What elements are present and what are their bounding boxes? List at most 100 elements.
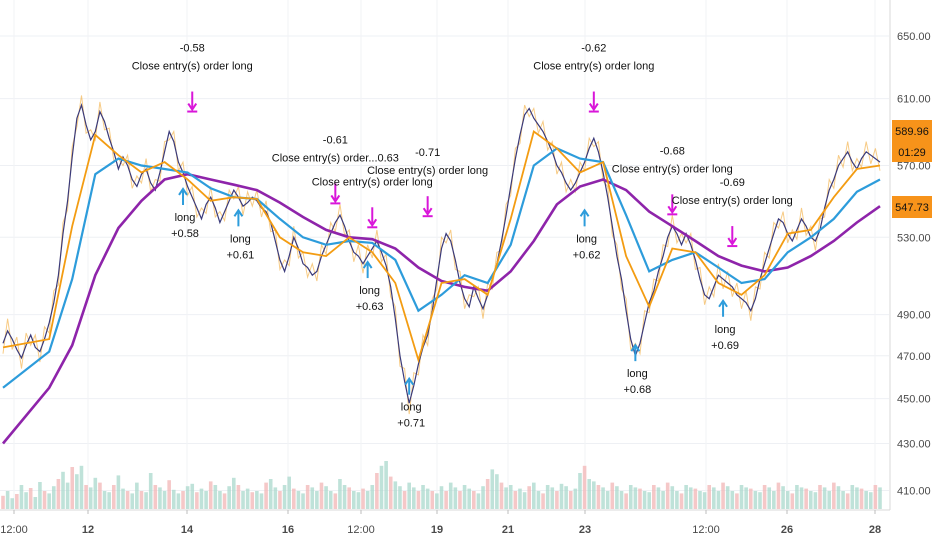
last-price-badge: [892, 120, 932, 142]
volume-bar: [555, 491, 559, 509]
volume-bar: [375, 473, 379, 509]
price-line: [2, 102, 881, 404]
volume-bar: [412, 487, 416, 509]
exit-arrow-head: [330, 194, 341, 204]
volume-bar: [158, 487, 162, 509]
ma-value-badge: [892, 196, 932, 218]
exit-pl-label: -0.68: [660, 145, 685, 157]
volume-bar: [310, 487, 315, 509]
volume-bar: [458, 491, 462, 509]
volume-bar: [319, 482, 324, 509]
exit-pl-label: -0.58: [180, 43, 205, 55]
volume-bar: [832, 482, 836, 509]
volume-bar: [762, 485, 767, 509]
ma-mid-line: [2, 147, 881, 389]
volume-bar: [725, 486, 730, 509]
volume-bar: [859, 488, 864, 509]
exit-arrow-head: [727, 237, 738, 246]
volume-bar: [721, 482, 725, 509]
time-tick-label: 14: [181, 524, 194, 536]
volume-bar: [873, 485, 878, 509]
volume-bar: [790, 493, 795, 509]
volume-bar: [818, 485, 822, 509]
volume-bar: [772, 491, 776, 509]
volume-bar: [855, 487, 859, 509]
volume-bar: [813, 492, 818, 509]
volume-bar: [167, 480, 171, 509]
volume-bar: [61, 471, 65, 509]
volume-bar: [656, 487, 661, 509]
exit-order-label: Close entry(s) order long: [132, 61, 253, 73]
ma-fast-line: [2, 129, 881, 364]
volume-bar: [504, 487, 508, 509]
price-tick-label: 430.00: [897, 439, 931, 451]
volume-bar: [273, 487, 278, 509]
entry-side-label: long: [627, 368, 648, 380]
ma-value-text: 547.73: [895, 202, 929, 214]
exit-arrow-head: [187, 102, 198, 112]
volume-bar: [698, 491, 702, 509]
volume-bar: [702, 492, 707, 509]
exit-order-label: Close entry(s) order long: [312, 176, 433, 188]
volume-bar: [781, 486, 785, 509]
exit-order-label: Close entry(s) order long: [367, 165, 488, 177]
time-axis[interactable]: 12:00 12 14 16 12:00 19 21 23 12:00 26 28: [0, 510, 881, 536]
entry-side-label: long: [401, 402, 422, 414]
volume-bar: [139, 491, 144, 509]
entry-pl-label: +0.71: [397, 418, 425, 430]
volume-bar: [776, 482, 781, 509]
volume-bar: [352, 491, 356, 509]
volume-bar: [393, 481, 398, 509]
volume-bar: [730, 491, 735, 509]
volume-bar: [785, 491, 790, 509]
volume-bar: [550, 487, 555, 509]
exit-order-label: Close entry(s) order...0.63: [272, 152, 399, 164]
volume-bar: [582, 465, 587, 509]
entry-side-label: long: [715, 324, 736, 336]
volume-bar: [628, 485, 633, 509]
volume-bar: [642, 491, 647, 509]
volume-bar: [688, 487, 693, 509]
volume-bar: [102, 491, 107, 509]
price-tick-label: 490.00: [897, 310, 931, 322]
time-tick-label: 16: [282, 524, 294, 536]
volume-bar: [864, 491, 868, 509]
volume-bar: [476, 493, 481, 509]
volume-bar: [453, 487, 458, 509]
volume-bar: [448, 482, 453, 509]
volume-bar: [204, 491, 208, 509]
entry-pl-label: +0.61: [226, 249, 254, 261]
exit-arrow-head: [588, 102, 599, 112]
volume-bar: [518, 488, 522, 509]
volume-bar: [619, 491, 624, 509]
volume-bar: [670, 486, 675, 509]
exit-arrow-head: [367, 218, 378, 228]
volume-bar: [739, 485, 744, 509]
volume-bar: [545, 485, 550, 509]
volume-bar: [185, 486, 190, 509]
volume-bar: [250, 492, 255, 509]
volume-bar: [5, 491, 10, 509]
volume-bar: [218, 491, 222, 509]
price-badges: 589.96 01:29 547.73: [892, 120, 932, 218]
volume-bar: [578, 473, 582, 509]
volume-bar: [490, 469, 495, 509]
volume-bar: [125, 491, 130, 509]
volume-bar: [222, 493, 227, 509]
volume-bar: [98, 482, 102, 509]
countdown-value: 01:29: [898, 147, 926, 159]
volume-bar: [171, 489, 176, 509]
volume-bar: [241, 491, 245, 509]
entry-arrow-head: [404, 376, 415, 386]
volume-bar: [462, 485, 467, 509]
volume-bar: [79, 465, 84, 509]
volume-bar: [587, 479, 592, 509]
volume-bar: [827, 491, 832, 509]
volume-bar: [28, 488, 33, 509]
volume-bar: [467, 488, 471, 509]
price-axis[interactable]: 650.00 610.00 570.00 530.00 490.00 470.00 450.…: [897, 31, 931, 497]
volume-bar: [836, 486, 841, 509]
volume-bar: [107, 492, 111, 509]
